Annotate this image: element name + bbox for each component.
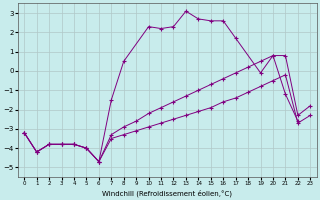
- X-axis label: Windchill (Refroidissement éolien,°C): Windchill (Refroidissement éolien,°C): [102, 189, 232, 197]
